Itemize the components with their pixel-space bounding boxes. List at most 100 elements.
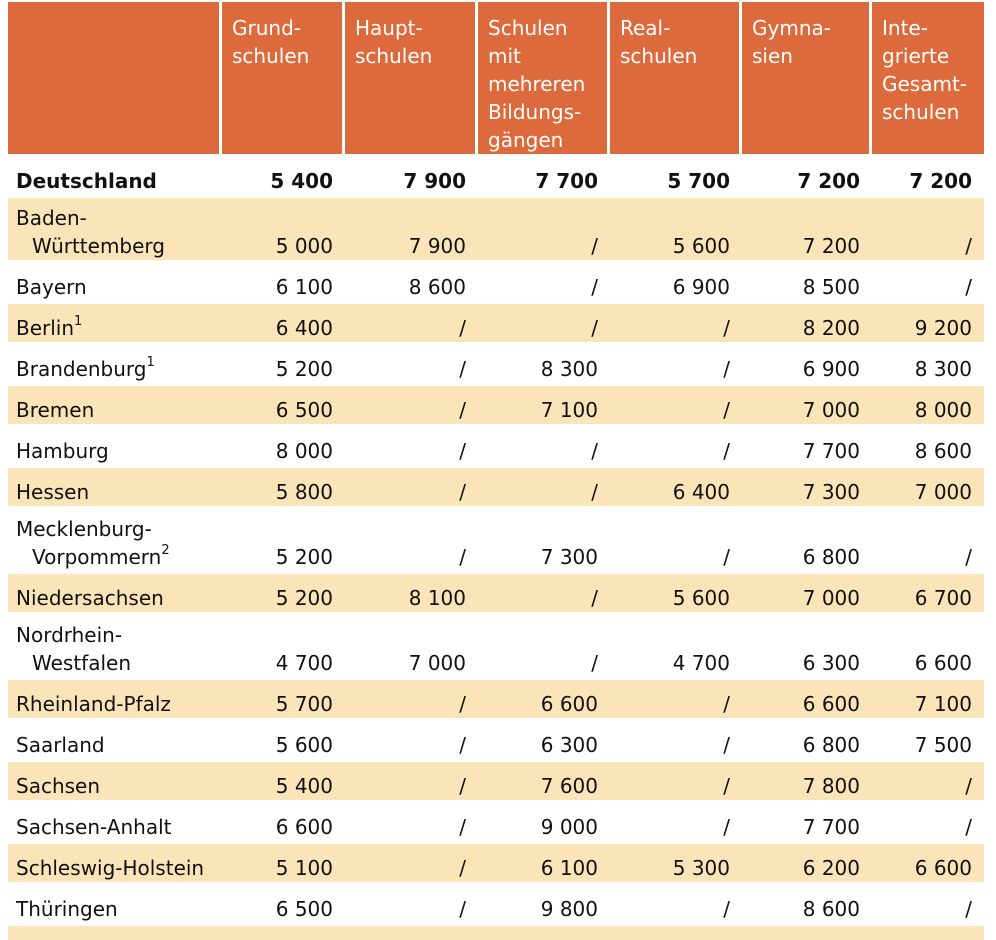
value-cell: 8 600: [742, 882, 872, 923]
value-cell: /: [872, 506, 984, 571]
value-cell: 5 700: [610, 154, 742, 195]
state-name: Nordrhein- Westfalen: [8, 612, 222, 677]
value-cell: /: [345, 383, 478, 424]
value-cell: 9 800: [478, 882, 610, 923]
value-cell: 7 700: [742, 424, 872, 465]
value-cell: 8 000: [872, 383, 984, 424]
value-cell: 7 000: [742, 571, 872, 612]
table-row: Rheinland-Pfalz 5 700/6 600/6 600 7 100: [8, 677, 984, 718]
value-cell: 6 900: [742, 342, 872, 383]
value-cell: 6 600: [478, 677, 610, 718]
value-cell: /: [872, 260, 984, 301]
table-row: Hessen 5 800//6 400 7 300 7 000: [8, 465, 984, 506]
value-cell: /: [478, 571, 610, 612]
value-cell: 8 300: [872, 342, 984, 383]
value-cell: 6 600: [872, 841, 984, 882]
value-cell: 6 200: [742, 841, 872, 882]
table-row: Brandenburg1 5 200/8 300/6 900 8 300: [8, 342, 984, 383]
state-name-line1: Bayern: [16, 275, 87, 299]
value-cell: /: [478, 260, 610, 301]
state-name: Thüringen: [8, 882, 222, 923]
state-name-line1: Rheinland-Pfalz: [16, 692, 171, 716]
value-cell: 6 400: [610, 465, 742, 506]
value-cell: 8 300: [478, 342, 610, 383]
state-name: Bayern: [8, 260, 222, 301]
value-cell: 9 200: [872, 301, 984, 342]
state-name: Baden- Württemberg: [8, 195, 222, 260]
table-footer-band: [8, 923, 984, 940]
expenditure-table: Grund- schulen Haupt- schulen Schulen mit …: [8, 2, 984, 940]
value-cell: 7 700: [478, 154, 610, 195]
state-name-line1: Brandenburg: [16, 357, 147, 381]
state-name: Hamburg: [8, 424, 222, 465]
value-cell: /: [345, 800, 478, 841]
value-cell: 7 500: [872, 718, 984, 759]
value-cell: /: [610, 506, 742, 571]
state-name-line1: Sachsen-Anhalt: [16, 815, 172, 839]
value-cell: 7 300: [478, 506, 610, 571]
table-row: Bayern 6 100 8 600/6 900 8 500/: [8, 260, 984, 301]
value-cell: 8 600: [872, 424, 984, 465]
column-header: Inte- grierte Gesamt- schulen: [872, 2, 984, 154]
table-row: Saarland 5 600/6 300/6 800 7 500: [8, 718, 984, 759]
value-cell: 5 700: [222, 677, 345, 718]
value-cell: 5 600: [222, 718, 345, 759]
state-name-line2: Württemberg: [32, 234, 165, 258]
value-cell: /: [610, 301, 742, 342]
value-cell: 4 700: [222, 612, 345, 677]
state-name-line2: Westfalen: [32, 651, 132, 675]
value-cell: /: [610, 759, 742, 800]
value-cell: /: [345, 677, 478, 718]
value-cell: 6 100: [222, 260, 345, 301]
footnote-marker: 1: [146, 355, 155, 370]
value-cell: /: [345, 759, 478, 800]
state-name-line2: Vorpommern: [32, 545, 162, 569]
value-cell: 5 300: [610, 841, 742, 882]
value-cell: 6 800: [742, 506, 872, 571]
value-cell: /: [872, 195, 984, 260]
value-cell: 5 600: [610, 571, 742, 612]
table-row: Sachsen-Anhalt 6 600/9 000/7 700/: [8, 800, 984, 841]
value-cell: 6 600: [742, 677, 872, 718]
column-header: Grund- schulen: [222, 2, 345, 154]
value-cell: 7 600: [478, 759, 610, 800]
state-name: Mecklenburg- Vorpommern2: [8, 506, 222, 571]
state-name: Brandenburg1: [8, 342, 222, 383]
footnote-marker: 1: [74, 314, 83, 329]
value-cell: /: [478, 301, 610, 342]
footnote-marker: 2: [161, 543, 170, 558]
state-name-line1: Hamburg: [16, 439, 109, 463]
value-cell: 9 000: [478, 800, 610, 841]
state-name: Deutschland: [8, 154, 222, 195]
table-row: Niedersachsen 5 200 8 100/5 600 7 000 6 700: [8, 571, 984, 612]
state-name-line1: Deutschland: [16, 169, 157, 193]
value-cell: /: [872, 759, 984, 800]
value-cell: /: [610, 424, 742, 465]
state-name-line1: Schleswig-Holstein: [16, 856, 205, 880]
value-cell: 6 500: [222, 882, 345, 923]
state-name-line1: Sachsen: [16, 774, 101, 798]
value-cell: /: [345, 424, 478, 465]
value-cell: 7 900: [345, 154, 478, 195]
value-cell: /: [345, 841, 478, 882]
value-cell: 5 800: [222, 465, 345, 506]
value-cell: /: [872, 882, 984, 923]
value-cell: 6 600: [222, 800, 345, 841]
table-row: Mecklenburg- Vorpommern2 5 200/7 300/6 800…: [8, 506, 984, 571]
value-cell: 7 300: [742, 465, 872, 506]
header-corner: [8, 2, 222, 154]
value-cell: 8 600: [345, 260, 478, 301]
value-cell: 6 400: [222, 301, 345, 342]
column-header: Schulen mit mehreren Bildungs- gängen: [478, 2, 610, 154]
total-row: Deutschland 5 400 7 900 7 700 5 700 7 200 7 20…: [8, 154, 984, 195]
value-cell: 5 600: [610, 195, 742, 260]
value-cell: 7 200: [742, 154, 872, 195]
value-cell: 6 800: [742, 718, 872, 759]
value-cell: /: [345, 882, 478, 923]
value-cell: 6 100: [478, 841, 610, 882]
table-row: Sachsen 5 400/7 600/7 800/: [8, 759, 984, 800]
column-header: Gymna- sien: [742, 2, 872, 154]
value-cell: /: [610, 342, 742, 383]
value-cell: 7 700: [742, 800, 872, 841]
value-cell: /: [345, 342, 478, 383]
